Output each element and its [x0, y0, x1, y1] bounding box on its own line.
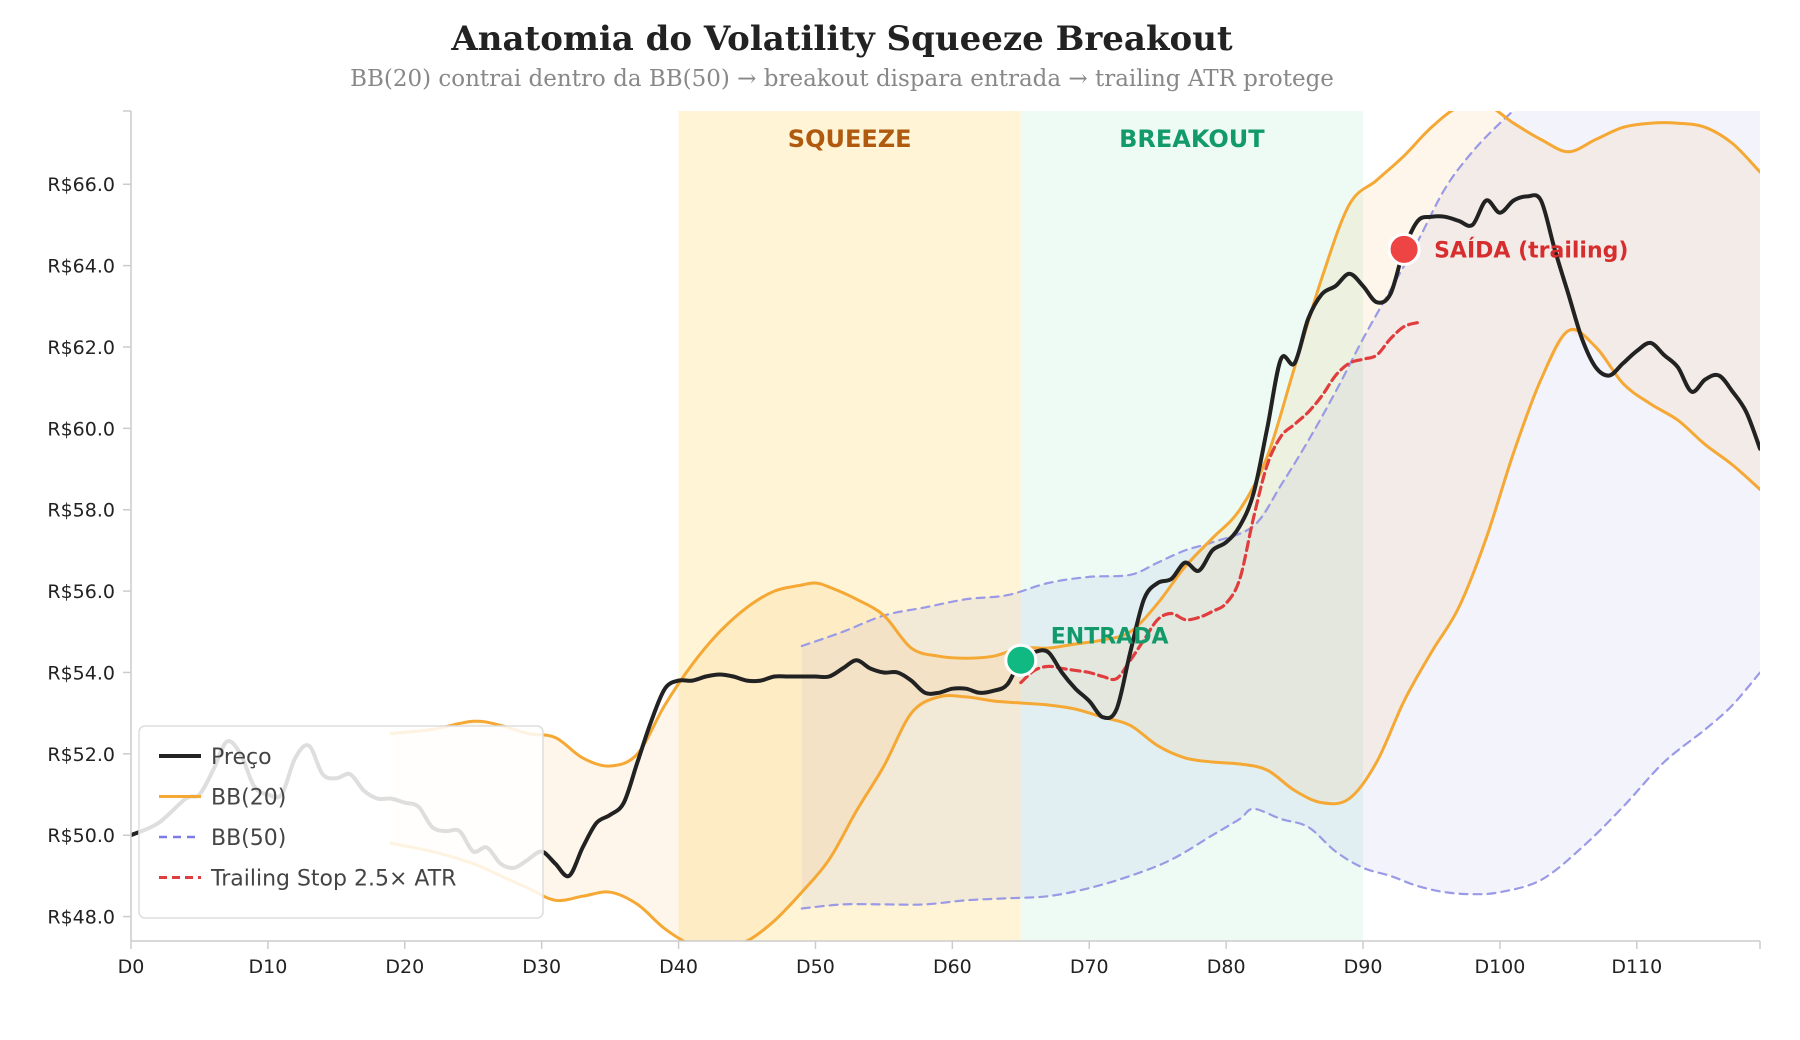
y-tick-label: R$50.0	[47, 825, 115, 847]
x-tick-label: D60	[933, 956, 972, 978]
legend-box	[138, 725, 544, 919]
annotations-layer: ENTRADA SAÍDA (trailing)	[1004, 232, 1628, 677]
region-squeeze	[678, 111, 1021, 941]
x-tick-label: D80	[1207, 956, 1246, 978]
marker-sa-da-trailing	[1387, 232, 1421, 266]
legend-entry: BB(20)	[211, 786, 286, 811]
marker-entrada	[1004, 643, 1038, 677]
regions-layer	[678, 111, 1364, 941]
label-sa-da-trailing: SAÍDA (trailing)	[1434, 237, 1628, 263]
region-label-breakout: BREAKOUT	[1119, 125, 1265, 153]
series-bb-50-lower	[800, 671, 1760, 910]
chart-title: Anatomia do Volatility Squeeze Breakout	[450, 19, 1233, 59]
y-tick-label: R$60.0	[47, 418, 115, 440]
series-trailing-stop-2-5-atr	[1019, 321, 1420, 685]
y-tick-label: R$58.0	[47, 500, 115, 522]
x-tick-label: D10	[248, 956, 287, 978]
y-tick-label: R$62.0	[47, 337, 115, 359]
bb20-band-fill	[391, 111, 1760, 941]
x-tick-label: D50	[796, 956, 835, 978]
x-tick-label: D0	[118, 956, 145, 978]
chart-subtitle: BB(20) contrai dentro da BB(50) → breako…	[350, 66, 1334, 92]
y-tick-label: R$56.0	[47, 581, 115, 603]
x-tick-label: D100	[1474, 956, 1525, 978]
legend-entry: Trailing Stop 2.5× ATR	[210, 867, 456, 892]
x-tick-label: D90	[1344, 956, 1383, 978]
bb50-band-fill	[801, 111, 1760, 909]
y-tick-label: R$52.0	[47, 744, 115, 766]
x-tick-label: D30	[522, 956, 561, 978]
legend-entry: BB(50)	[211, 826, 286, 851]
x-tick-label: D20	[385, 956, 424, 978]
series-bb-50-upper	[800, 111, 1515, 648]
y-tick-label: R$54.0	[47, 662, 115, 684]
y-tick-label: R$64.0	[47, 256, 115, 278]
x-tick-label: D70	[1070, 956, 1109, 978]
band-fills-layer	[391, 111, 1760, 941]
legend-entry: Preço	[211, 745, 272, 770]
region-label-squeeze: SQUEEZE	[788, 125, 912, 153]
x-tick-label: D110	[1611, 956, 1662, 978]
x-tick-label: D40	[659, 956, 698, 978]
axes-layer: SQUEEZE BREAKOUT R$48.0 R$50.0 R$52.0 R$54.0 R…	[47, 110, 1761, 978]
label-entrada: ENTRADA	[1051, 624, 1169, 649]
series-bb-20-upper	[389, 111, 1760, 768]
legend: Preço BB(20) BB(50) Trailing Stop 2.5× ATR	[138, 725, 544, 919]
region-breakout	[1020, 111, 1364, 941]
y-tick-label: R$48.0	[47, 907, 115, 929]
y-tick-label: R$66.0	[47, 174, 115, 196]
